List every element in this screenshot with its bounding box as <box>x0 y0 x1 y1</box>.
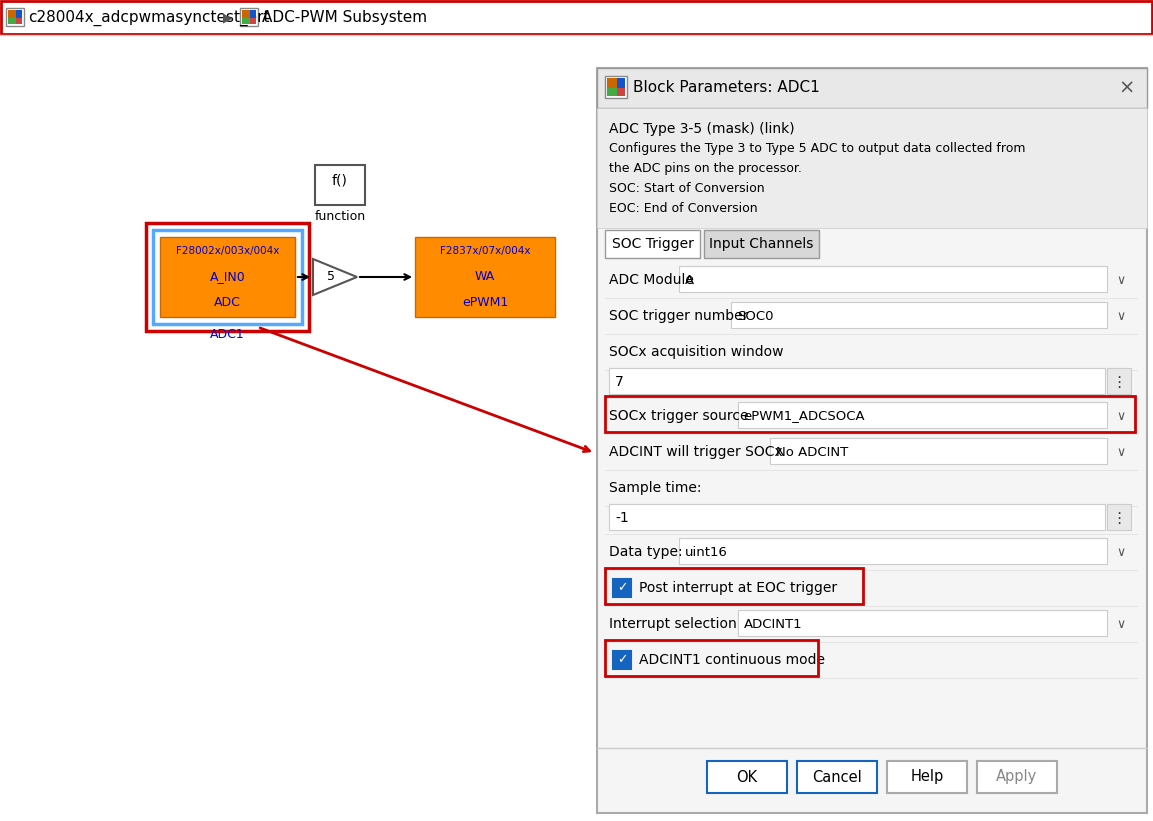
Text: Configures the Type 3 to Type 5 ADC to output data collected from: Configures the Type 3 to Type 5 ADC to o… <box>609 142 1025 155</box>
Text: Input Channels: Input Channels <box>709 237 814 251</box>
Text: ∨: ∨ <box>1116 545 1125 558</box>
Text: ✓: ✓ <box>617 654 627 667</box>
Text: Cancel: Cancel <box>812 769 862 785</box>
Bar <box>16 18 22 24</box>
Text: ADCINT1: ADCINT1 <box>744 617 802 631</box>
Text: ADC Module: ADC Module <box>609 273 694 287</box>
Bar <box>160 237 295 317</box>
Bar <box>0 35 590 821</box>
Bar <box>6 8 24 26</box>
Text: SOC: Start of Conversion: SOC: Start of Conversion <box>609 182 764 195</box>
Bar <box>605 76 627 98</box>
Bar <box>609 368 1105 394</box>
Bar <box>617 78 625 88</box>
FancyBboxPatch shape <box>605 230 700 258</box>
Bar <box>609 504 1105 530</box>
Text: Help: Help <box>911 769 943 785</box>
Text: the ADC pins on the processor.: the ADC pins on the processor. <box>609 162 801 175</box>
Text: SOCx acquisition window: SOCx acquisition window <box>609 345 784 359</box>
Text: ADCINT1 continuous mode: ADCINT1 continuous mode <box>639 653 826 667</box>
Text: SOC trigger number: SOC trigger number <box>609 309 748 323</box>
FancyBboxPatch shape <box>887 761 967 793</box>
Text: 7: 7 <box>615 375 624 389</box>
Text: ePWM1_ADCSOCA: ePWM1_ADCSOCA <box>744 410 865 423</box>
FancyBboxPatch shape <box>977 761 1057 793</box>
Text: No ADCINT: No ADCINT <box>776 446 849 458</box>
Bar <box>1107 504 1131 530</box>
Text: Sample time:: Sample time: <box>609 481 701 495</box>
Bar <box>250 10 256 18</box>
Text: A_IN0: A_IN0 <box>210 270 246 283</box>
Bar <box>315 165 366 205</box>
Text: EOC: End of Conversion: EOC: End of Conversion <box>609 202 758 215</box>
Text: ✓: ✓ <box>617 581 627 594</box>
Bar <box>242 10 250 18</box>
Text: -1: -1 <box>615 511 628 525</box>
Text: c28004x_adcpwmasynctest_ert: c28004x_adcpwmasynctest_ert <box>28 9 270 25</box>
Bar <box>415 237 555 317</box>
Text: ADC: ADC <box>214 296 241 310</box>
Text: Apply: Apply <box>996 769 1038 785</box>
Text: SOC Trigger: SOC Trigger <box>611 237 693 251</box>
Bar <box>738 402 1107 428</box>
Text: function: function <box>315 210 366 223</box>
Text: 5: 5 <box>327 270 336 283</box>
Text: ∨: ∨ <box>1116 617 1125 631</box>
Text: uint16: uint16 <box>685 545 728 558</box>
Bar <box>8 10 16 18</box>
Text: A: A <box>685 273 694 287</box>
Text: Post interrupt at EOC trigger: Post interrupt at EOC trigger <box>639 581 837 595</box>
Text: Data type:: Data type: <box>609 545 683 559</box>
Bar <box>731 302 1107 328</box>
Bar <box>8 18 16 24</box>
Text: ∨: ∨ <box>1116 410 1125 423</box>
Bar <box>679 538 1107 564</box>
FancyBboxPatch shape <box>707 761 787 793</box>
Polygon shape <box>312 259 357 295</box>
Text: ▶: ▶ <box>224 11 233 24</box>
FancyBboxPatch shape <box>797 761 877 793</box>
Text: f(): f() <box>332 174 348 188</box>
Text: ePWM1: ePWM1 <box>462 296 508 310</box>
Bar <box>613 579 631 597</box>
Bar <box>16 10 22 18</box>
Text: ∨: ∨ <box>1116 310 1125 323</box>
Bar <box>738 610 1107 636</box>
Text: ADC-PWM Subsystem: ADC-PWM Subsystem <box>262 10 427 25</box>
Bar <box>617 88 625 96</box>
Text: ADCINT will trigger SOCx: ADCINT will trigger SOCx <box>609 445 783 459</box>
Bar <box>597 68 1147 813</box>
Text: F28002x/003x/004x: F28002x/003x/004x <box>175 246 279 256</box>
Bar <box>679 266 1107 292</box>
Text: Interrupt selection: Interrupt selection <box>609 617 737 631</box>
Bar <box>1107 368 1131 394</box>
Text: F2837x/07x/004x: F2837x/07x/004x <box>439 246 530 256</box>
Bar <box>240 8 258 26</box>
Text: ×: × <box>1118 79 1136 98</box>
Bar <box>613 651 631 669</box>
Text: ADC1: ADC1 <box>210 328 244 342</box>
Bar <box>597 68 1147 108</box>
Text: OK: OK <box>737 769 758 785</box>
Text: Block Parameters: ADC1: Block Parameters: ADC1 <box>633 80 820 95</box>
Bar <box>0 0 1153 35</box>
Text: ∨: ∨ <box>1116 446 1125 458</box>
FancyBboxPatch shape <box>704 230 819 258</box>
Text: SOCx trigger source: SOCx trigger source <box>609 409 748 423</box>
Text: ADC Type 3-5 (mask) (link): ADC Type 3-5 (mask) (link) <box>609 122 794 136</box>
Bar <box>242 18 250 24</box>
Bar <box>250 18 256 24</box>
Bar <box>606 78 617 88</box>
Text: ∨: ∨ <box>1116 273 1125 287</box>
Text: WA: WA <box>475 270 495 283</box>
Text: ⋮: ⋮ <box>1111 511 1126 525</box>
Bar <box>606 88 617 96</box>
Text: SOC0: SOC0 <box>737 310 774 323</box>
Bar <box>770 438 1107 464</box>
Bar <box>597 108 1147 228</box>
Text: ⋮: ⋮ <box>1111 374 1126 389</box>
